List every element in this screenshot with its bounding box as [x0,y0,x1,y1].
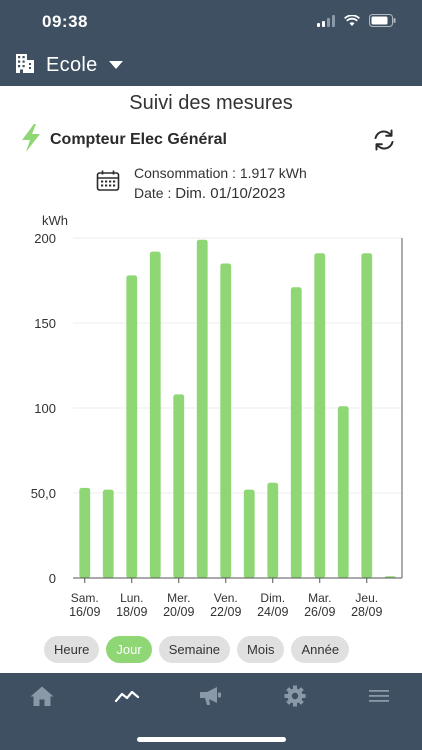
chart-bar [149,251,161,578]
x-tick-date: 16/09 [69,605,100,619]
calendar-icon [96,170,120,197]
y-tick-label: 200 [34,231,56,246]
x-tick-date: 28/09 [351,605,382,619]
period-tab-jour[interactable]: Jour [106,636,152,663]
megaphone-icon [197,685,223,712]
x-tick-day: Sam. [71,591,99,605]
x-tick-date: 20/09 [163,605,194,619]
tab-settings[interactable] [273,684,317,712]
chart-bar [126,275,138,578]
app-header: Ecole [0,44,422,86]
chart-bar [314,253,326,579]
y-tick-label: 100 [34,401,56,416]
page-title: Suivi des mesures [129,92,293,114]
refresh-icon[interactable] [371,127,397,158]
date-label: Date : [134,185,176,201]
chart-line-icon [114,688,140,709]
y-tick-label: 0 [49,571,56,586]
x-tick-day: Mer. [167,591,190,605]
tab-menu[interactable] [357,684,401,712]
chart-bar [361,253,373,579]
measure-info: Consommation : 1.917 kWh Date : Dim. 01/… [96,163,307,204]
chart-bar [102,489,114,578]
consumption-chart: kWh050,0100150200Sam.16/09Lun.18/09Mer.2… [31,213,403,619]
x-tick-date: 26/09 [304,605,335,619]
x-tick-day: Jeu. [355,591,378,605]
x-tick-day: Ven. [214,591,238,605]
chart-bar [267,482,279,578]
status-bar: 09:38 [0,0,422,44]
x-tick-day: Dim. [260,591,285,605]
wifi-icon [343,14,361,32]
gear-icon [283,684,307,713]
status-time: 09:38 [42,12,88,31]
period-tabs: Heure Jour Semaine Mois Année [44,636,350,663]
period-tab-mois[interactable]: Mois [237,636,285,663]
status-icons [317,14,396,32]
site-name: Ecole [46,54,98,76]
site-selector[interactable]: Ecole [14,52,124,79]
x-tick-date: 24/09 [257,605,288,619]
chart-bar [243,489,255,578]
home-icon [29,685,55,712]
chart-bar [173,394,185,578]
chart-bar [220,263,232,578]
period-tab-heure[interactable]: Heure [44,636,100,663]
meter-name: Compteur Elec Général [50,131,227,148]
period-tab-annee[interactable]: Année [291,636,350,663]
home-indicator [137,737,286,742]
chart-bar [290,287,302,578]
chart-bar [337,406,349,578]
x-tick-day: Mar. [308,591,331,605]
consumption-value: Consommation : 1.917 kWh [134,165,307,181]
x-tick-date: 22/09 [210,605,241,619]
menu-icon [368,688,390,709]
signal-icon [317,14,335,32]
y-tick-label: 150 [34,316,56,331]
x-tick-day: Lun. [120,591,143,605]
y-tick-label: 50,0 [31,486,56,501]
chart-bar [196,239,208,578]
battery-icon [369,14,396,32]
period-tab-semaine[interactable]: Semaine [158,636,231,663]
tab-home[interactable] [20,684,64,712]
tab-measures[interactable] [105,684,149,712]
chevron-down-icon [108,57,124,75]
x-tick-date: 18/09 [116,605,147,619]
chart-bar [79,487,91,578]
building-icon [14,52,36,79]
meter-row: Compteur Elec Général [20,123,405,158]
tab-alerts[interactable] [188,684,232,712]
date-value: Dim. 01/10/2023 [175,185,286,202]
y-axis-label: kWh [42,213,68,228]
lightning-icon [20,123,42,158]
